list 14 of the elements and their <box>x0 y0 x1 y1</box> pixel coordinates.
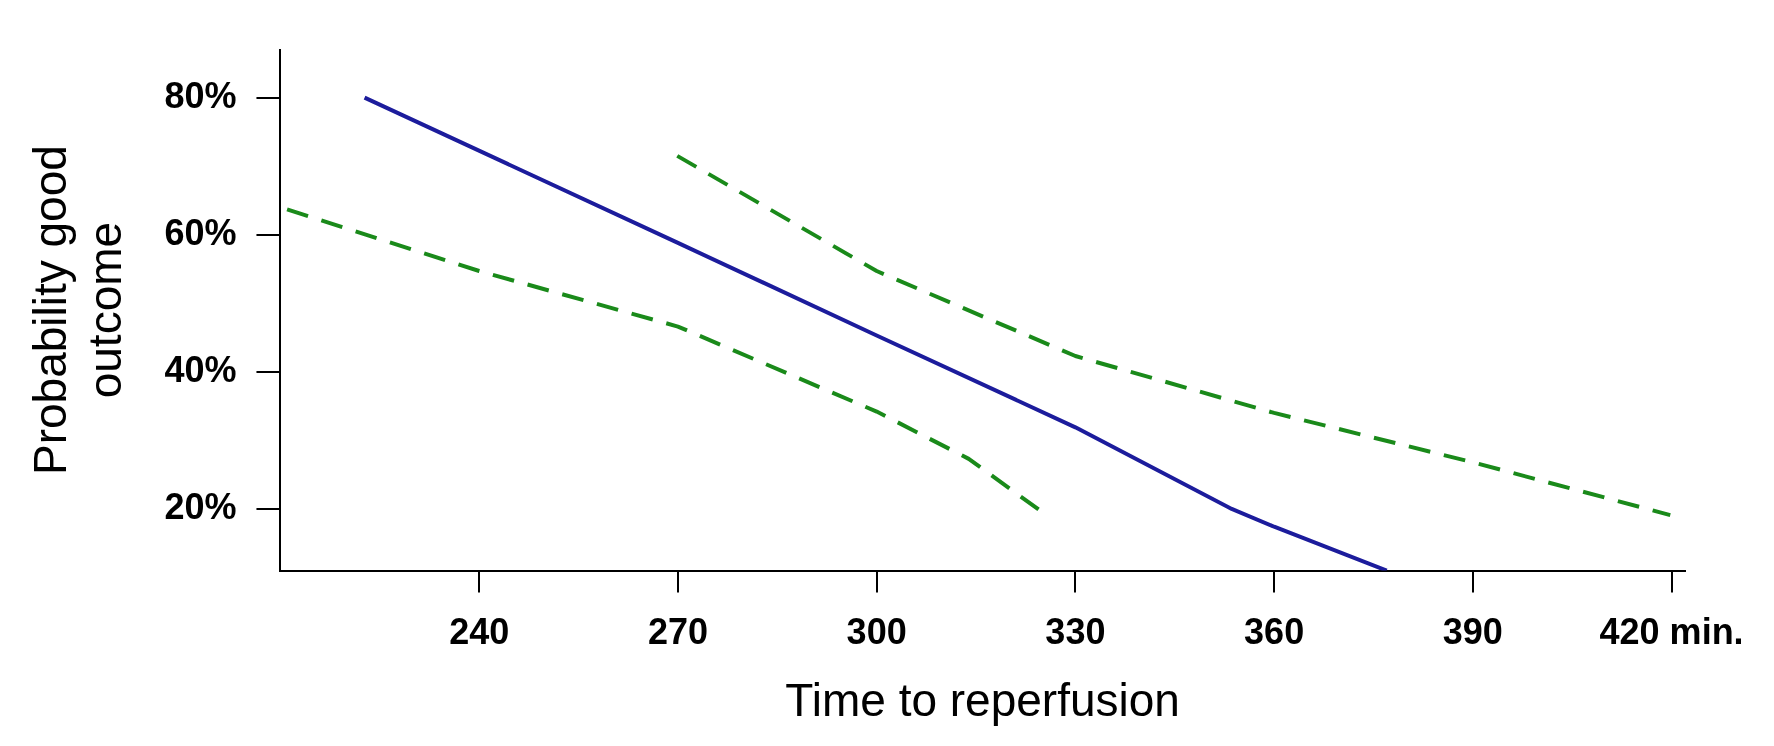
y-tick-label: 40% <box>164 348 237 390</box>
y-tick-label: 80% <box>164 74 237 116</box>
x-tick-label: 390 <box>1442 611 1503 653</box>
y-tick-label: 60% <box>164 211 237 253</box>
x-tick-label: 360 <box>1244 611 1305 653</box>
x-tick-label: 270 <box>647 611 708 653</box>
line-series <box>675 153 1673 518</box>
x-tick-label: 420 min. <box>1599 611 1744 653</box>
x-axis-title: Time to reperfusion <box>785 674 1180 727</box>
x-tick-label: 300 <box>846 611 907 653</box>
x-tick-label: 240 <box>449 611 510 653</box>
y-tick-label: 20% <box>164 485 237 527</box>
y-axis-title: Probability good outcome <box>24 145 132 476</box>
x-tick-label: 330 <box>1045 611 1106 653</box>
